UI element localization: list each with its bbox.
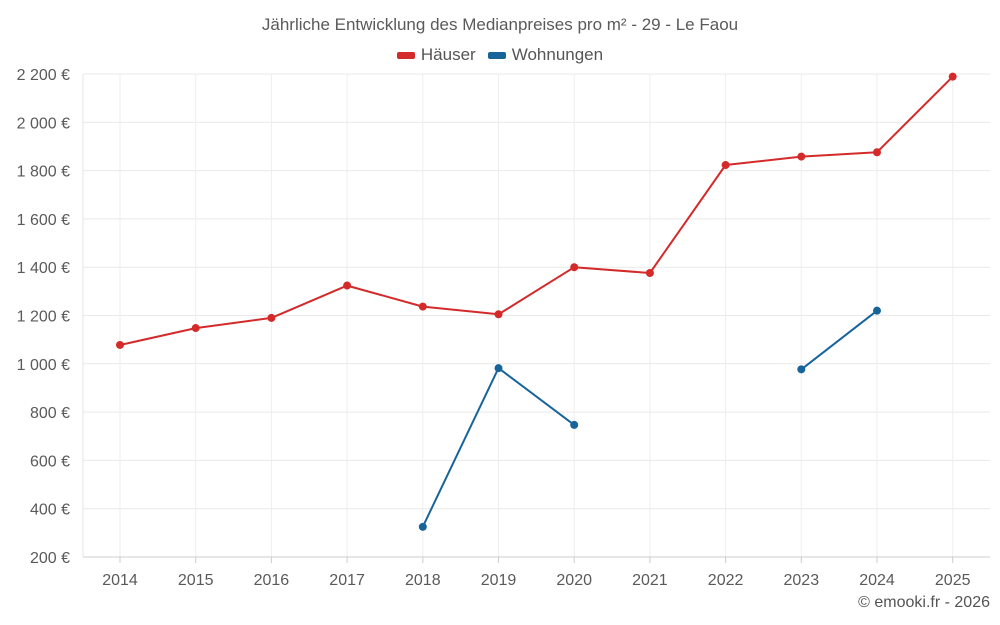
axes: 200 € 400 € 600 € 800 € 1 000 € 1 200 € 1 400 …: [17, 67, 990, 589]
data-point-apartments[interactable]: [873, 306, 881, 315]
data-point-houses[interactable]: [873, 148, 881, 157]
x-tick-label: 2024: [859, 572, 895, 589]
data-point-houses[interactable]: [494, 310, 503, 319]
legend-item-apartments[interactable]: Wohnungen: [487, 45, 604, 65]
y-tick-label: 800 €: [30, 405, 70, 422]
credit-text: © emooki.fr - 2026: [858, 594, 990, 611]
y-tick-label: 2 000 €: [17, 115, 70, 132]
data-point-houses[interactable]: [570, 263, 579, 272]
y-tick-label: 2 200 €: [17, 67, 70, 84]
x-tick-label: 2022: [708, 572, 744, 589]
series-layer: [116, 72, 957, 531]
x-tick-label: 2014: [102, 572, 138, 589]
grid: [83, 73, 990, 558]
y-tick-label: 1 800 €: [17, 164, 70, 181]
y-tick-label: 600 €: [30, 453, 70, 470]
x-tick-label: 2018: [405, 572, 441, 589]
data-point-houses[interactable]: [191, 324, 200, 333]
data-point-houses[interactable]: [418, 302, 427, 311]
data-point-houses[interactable]: [116, 340, 124, 349]
x-tick-label: 2016: [254, 572, 290, 589]
y-tick-label: 200 €: [30, 550, 70, 567]
x-tick-label: 2020: [556, 572, 592, 589]
x-tick-label: 2025: [935, 572, 971, 589]
y-tick-label: 1 400 €: [17, 260, 70, 277]
y-tick-label: 1 600 €: [17, 212, 70, 229]
data-point-houses[interactable]: [948, 72, 957, 81]
data-point-apartments[interactable]: [570, 420, 579, 429]
x-tick-label: 2023: [784, 572, 820, 589]
legend-swatch-houses: [396, 51, 415, 59]
data-point-apartments[interactable]: [494, 364, 503, 373]
data-point-houses[interactable]: [797, 152, 806, 161]
legend-item-houses[interactable]: Häuser: [396, 45, 476, 65]
x-tick-label: 2017: [329, 572, 365, 589]
data-point-apartments[interactable]: [418, 522, 427, 531]
chart-title: Jährliche Entwicklung des Medianpreises …: [261, 15, 739, 34]
data-point-apartments[interactable]: [797, 365, 806, 374]
y-tick-label: 400 €: [30, 502, 70, 519]
data-point-houses[interactable]: [721, 161, 730, 170]
x-tick-label: 2015: [178, 572, 214, 589]
data-point-houses[interactable]: [267, 313, 276, 322]
x-tick-label: 2021: [632, 572, 668, 589]
legend-swatch-apartments: [487, 51, 506, 59]
series-line-houses: [119, 75, 954, 346]
legend-label-apartments: Wohnungen: [511, 45, 604, 64]
y-tick-label: 1 200 €: [17, 309, 70, 326]
x-tick-label: 2019: [481, 572, 517, 589]
data-point-houses[interactable]: [645, 268, 654, 277]
legend: Häuser Wohnungen: [0, 45, 1000, 65]
data-point-houses[interactable]: [343, 281, 352, 290]
legend-label-houses: Häuser: [420, 45, 476, 64]
y-tick-label: 1 000 €: [17, 357, 70, 374]
